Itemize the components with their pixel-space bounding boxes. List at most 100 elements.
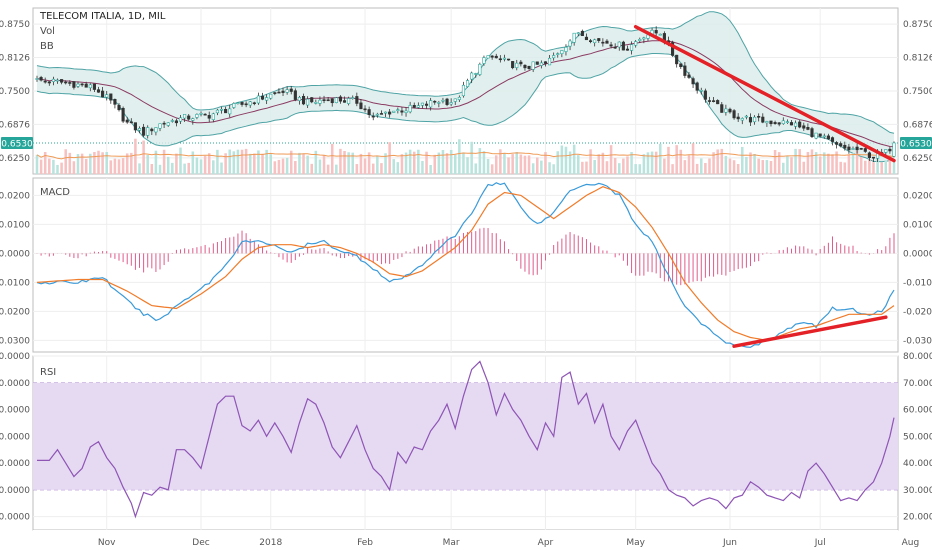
candle-body [277,91,281,94]
time-axis-strip [33,530,898,544]
macd-y-tick: 0.0000 [0,249,30,259]
candle-body [597,38,601,41]
volume-bar [531,163,535,174]
macd-y-tick: -0.0300 [903,336,932,346]
x-tick-label: Jun [722,538,737,548]
candle-body [285,89,289,93]
price-y-tick: 0.7500 [0,87,30,97]
volume-bar [839,161,842,174]
volume-bar [626,156,629,174]
candle-body [892,142,896,157]
candle-body [445,98,449,105]
volume-bar [97,150,100,174]
volume-bar [769,160,773,174]
volume-bar [605,161,609,174]
volume-bar [507,157,510,174]
volume-bar [56,164,59,174]
price-badge-bg [900,136,932,149]
candle-body [621,41,625,51]
volume-bar [568,151,572,174]
candle-body [178,117,183,122]
volume-bar [704,162,707,174]
volume-bar [421,160,424,174]
volume-bar [158,164,162,174]
volume-bar [667,146,670,174]
candle-body [498,58,502,61]
volume-bar [638,164,642,174]
volume-bar [154,150,158,174]
volume-bar [199,159,203,174]
candle-body [96,89,101,93]
candle-body [371,115,375,118]
rsi-y-tick: 40.0000 [903,459,932,469]
volume-bar [823,152,826,174]
candle-body [424,103,429,106]
volume-bar [700,158,703,174]
candle-body [314,101,318,104]
candle-body [420,102,425,106]
candle-body [207,115,211,119]
volume-bar [216,149,219,174]
candle-body [794,122,798,127]
volume-bar [109,160,113,174]
volume-bar [302,153,305,174]
bb-band-fill [37,11,894,162]
candle-body [724,108,728,113]
candle-body [830,137,835,142]
candle-body [236,102,240,104]
volume-bar [630,152,633,174]
volume-bar [462,152,465,174]
volume-bar [499,149,502,174]
volume-bar [572,144,576,174]
volume-bar [687,155,691,174]
candle-body [154,127,158,133]
price-badge: 0.6530 [900,139,932,149]
candle-body [396,109,400,111]
candle-body [88,84,92,89]
volume-bar [675,145,678,174]
volume-bar [794,148,797,174]
x-tick-label: Mar [443,538,460,548]
candle-body [322,99,326,101]
volume-bar [121,158,125,174]
volume-bar [265,149,268,174]
price-badge-bg [1,136,33,149]
volume-bar [827,153,830,174]
volume-bar [646,152,650,174]
volume-bar [404,152,408,174]
candle-body [351,97,355,99]
candle-body [39,77,43,81]
volume-bar [76,154,80,174]
candle-body [712,100,716,102]
candle-body [740,118,744,121]
rsi-y-tick: 20.0000 [0,513,30,523]
volume-bar [831,154,834,174]
candle-body [609,44,613,47]
volume-bar [581,161,584,174]
volume-bar [855,150,859,174]
volume-bar [380,163,383,174]
candle-body [101,90,105,98]
candle-body [691,78,695,85]
volume-bar [593,160,596,174]
candle-body [211,113,215,120]
candle-body [125,119,129,123]
candle-body [867,152,871,158]
candle-body [687,74,691,78]
rsi-y-tick: 30.0000 [0,486,30,496]
rsi-y-tick: 70.0000 [0,379,30,389]
candle-body [306,98,310,106]
price-y-tick: 0.6876 [903,120,932,130]
volume-bar [310,163,313,174]
signal-line [36,186,895,342]
candle-body [851,148,855,150]
candle-body [568,40,572,47]
price-y-tick: 0.6876 [0,120,30,130]
volume-bar [708,158,711,174]
rsi-y-tick: 20.0000 [903,513,932,523]
rsi-y-tick: 70.0000 [903,379,932,389]
volume-bar [597,154,601,174]
volume-bar [89,153,92,174]
volume-bar [322,154,326,174]
